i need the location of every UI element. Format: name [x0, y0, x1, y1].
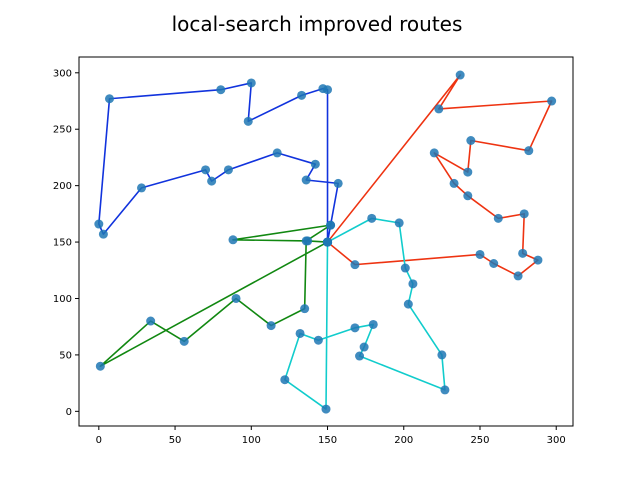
route-2-point — [489, 259, 499, 269]
route-4-point — [228, 235, 238, 245]
route-4-point — [323, 237, 333, 247]
route-2-point — [475, 249, 485, 259]
x-tick-label: 200 — [394, 435, 413, 446]
y-tick-label: 0 — [66, 407, 72, 418]
route-2-point — [466, 136, 476, 146]
marker-layer — [94, 70, 557, 414]
route-3-point — [440, 385, 450, 395]
x-tick-label: 250 — [470, 435, 489, 446]
route-1-point — [201, 165, 211, 175]
x-tick-label: 150 — [318, 435, 337, 446]
route-2-point — [463, 191, 473, 201]
y-tick-label: 250 — [53, 125, 72, 136]
route-3-point — [313, 335, 323, 345]
route-2-point — [449, 178, 459, 188]
route-3-point — [437, 350, 447, 360]
x-tick-label: 100 — [242, 435, 261, 446]
route-4-point — [266, 321, 276, 331]
route-2-point — [519, 209, 529, 219]
route-2-point — [434, 104, 444, 114]
route-line-4 — [99, 224, 332, 367]
route-1-point — [323, 85, 333, 95]
route-2-point — [524, 146, 534, 156]
route-3-point — [355, 351, 365, 361]
route-2-point — [350, 260, 360, 270]
route-1-point — [272, 148, 282, 158]
route-1-point — [216, 85, 226, 95]
route-2-point — [455, 70, 465, 80]
route-2-point — [429, 148, 439, 158]
route-1-point — [104, 94, 114, 104]
route-4-point — [301, 236, 311, 246]
plot-frame — [78, 56, 574, 427]
route-1-point — [98, 229, 108, 239]
route-4-point — [95, 361, 105, 371]
y-tick-label: 300 — [53, 68, 72, 79]
route-1-point — [94, 219, 104, 229]
x-tick-label: 50 — [169, 435, 182, 446]
route-4-point — [300, 304, 310, 314]
route-4-point — [231, 293, 241, 303]
route-1-point — [223, 165, 233, 175]
y-tick-label: 200 — [53, 181, 72, 192]
route-3-point — [368, 319, 378, 329]
route-3-point — [394, 218, 404, 228]
route-1-point — [243, 116, 253, 126]
route-3-point — [321, 404, 331, 414]
route-1-point — [246, 78, 256, 88]
route-3-point — [367, 213, 377, 223]
route-2-point — [513, 271, 523, 281]
route-3-point — [295, 328, 305, 338]
route-2-point — [463, 167, 473, 177]
route-4-point — [146, 316, 156, 326]
y-tick-label: 50 — [59, 350, 72, 361]
route-2-point — [547, 96, 557, 106]
route-4-point — [179, 336, 189, 346]
x-tick-label: 300 — [547, 435, 566, 446]
route-1-point — [333, 178, 343, 188]
route-1-point — [207, 176, 217, 186]
route-3-point — [400, 263, 410, 273]
route-3-point — [350, 323, 360, 333]
y-tick-label: 150 — [53, 238, 72, 249]
route-3-point — [408, 279, 418, 289]
route-2-point — [518, 248, 528, 258]
route-1-point — [301, 175, 311, 185]
axis-layer: 0 50 100 150 200 250 300 0 50 100 150 200 250 300 — [53, 68, 566, 446]
route-3-point — [280, 375, 290, 385]
route-1-point — [310, 159, 320, 169]
route-1-point — [137, 183, 147, 193]
route-3-point — [403, 299, 413, 309]
route-2-point — [493, 213, 503, 223]
route-3-point — [359, 342, 369, 352]
chart-title: local-search improved routes — [172, 12, 463, 36]
route-2-point — [533, 255, 543, 265]
route-1-point — [297, 90, 307, 100]
x-tick-label: 0 — [96, 435, 102, 446]
route-4-point — [326, 220, 336, 230]
y-tick-label: 100 — [53, 294, 72, 305]
